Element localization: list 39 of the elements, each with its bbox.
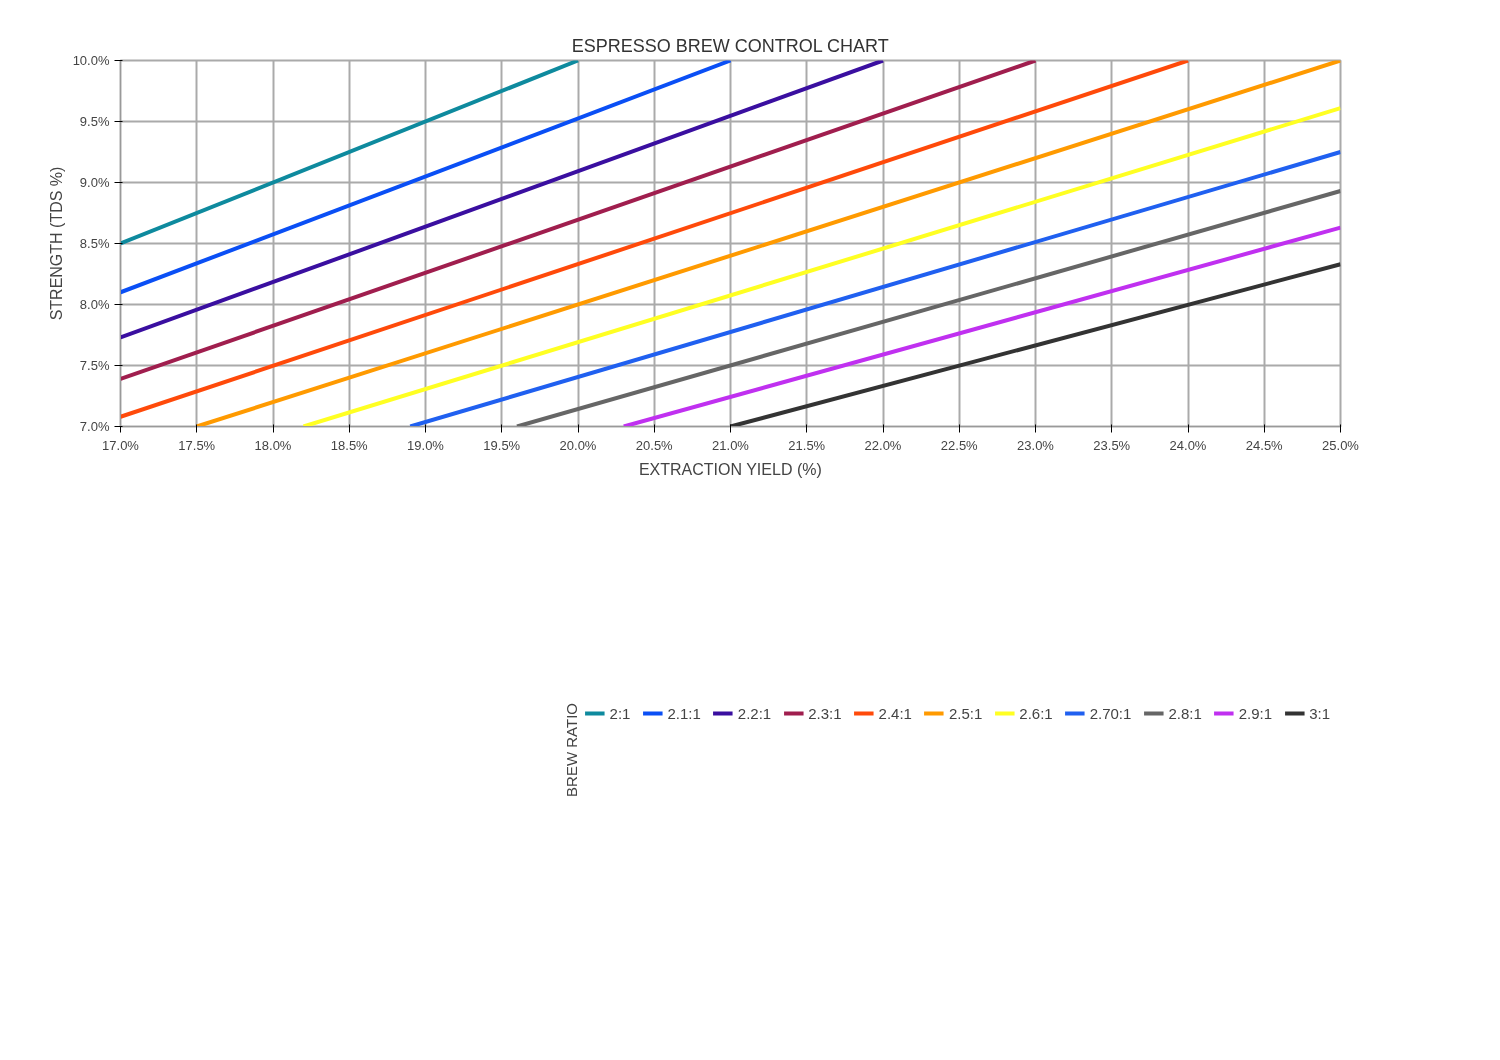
chart-title: ESPRESSO BREW CONTROL CHART [571,35,889,56]
legend-label: 2.5:1 [948,704,983,722]
legend-title: BREW RATIO [562,703,580,797]
x-tick-label: 19.0% [407,437,445,453]
y-axis-title: STRENGTH (TDS %) [47,166,65,321]
legend-label: 2.4:1 [878,704,912,722]
x-tick-label: 18.5% [330,437,369,453]
legend-label: 2.70:1 [1089,704,1132,722]
legend-label: 3:1 [1309,704,1330,722]
x-tick-label: 17.0% [102,437,140,453]
x-tick-label: 20.5% [635,437,674,453]
x-tick-label: 21.0% [712,437,750,453]
x-tick-label: 17.5% [178,437,216,453]
legend-label: 2:1 [609,704,631,722]
legend-label: 2.8:1 [1168,704,1202,722]
x-tick-label: 19.5% [483,437,521,453]
y-tick-label: 9.5% [79,114,110,129]
y-tick-label: 10.0% [72,53,110,68]
x-tick-label: 21.5% [788,437,826,453]
legend-label: 2.9:1 [1238,704,1273,722]
x-tick-label: 25.0% [1322,437,1360,453]
y-tick-label: 8.5% [79,236,110,251]
y-tick-label: 7.0% [79,419,110,434]
y-tick-label: 9.0% [79,175,110,190]
y-tick-label: 7.5% [79,358,110,373]
legend-label: 2.2:1 [737,704,772,722]
y-tick-label: 8.0% [79,297,110,312]
x-axis-title: EXTRACTION YIELD (%) [638,460,822,478]
x-tick-label: 24.0% [1169,437,1207,453]
x-tick-label: 23.0% [1017,437,1055,453]
x-tick-label: 18.0% [254,437,292,453]
x-tick-label: 23.5% [1093,437,1131,453]
legend-label: 2.3:1 [808,704,842,722]
legend-label: 2.6:1 [1019,704,1053,722]
x-tick-label: 22.0% [864,437,902,453]
x-tick-label: 22.5% [940,437,979,453]
x-tick-label: 24.5% [1245,437,1284,453]
legend-label: 2.1:1 [667,704,701,722]
x-tick-label: 20.0% [559,437,597,453]
